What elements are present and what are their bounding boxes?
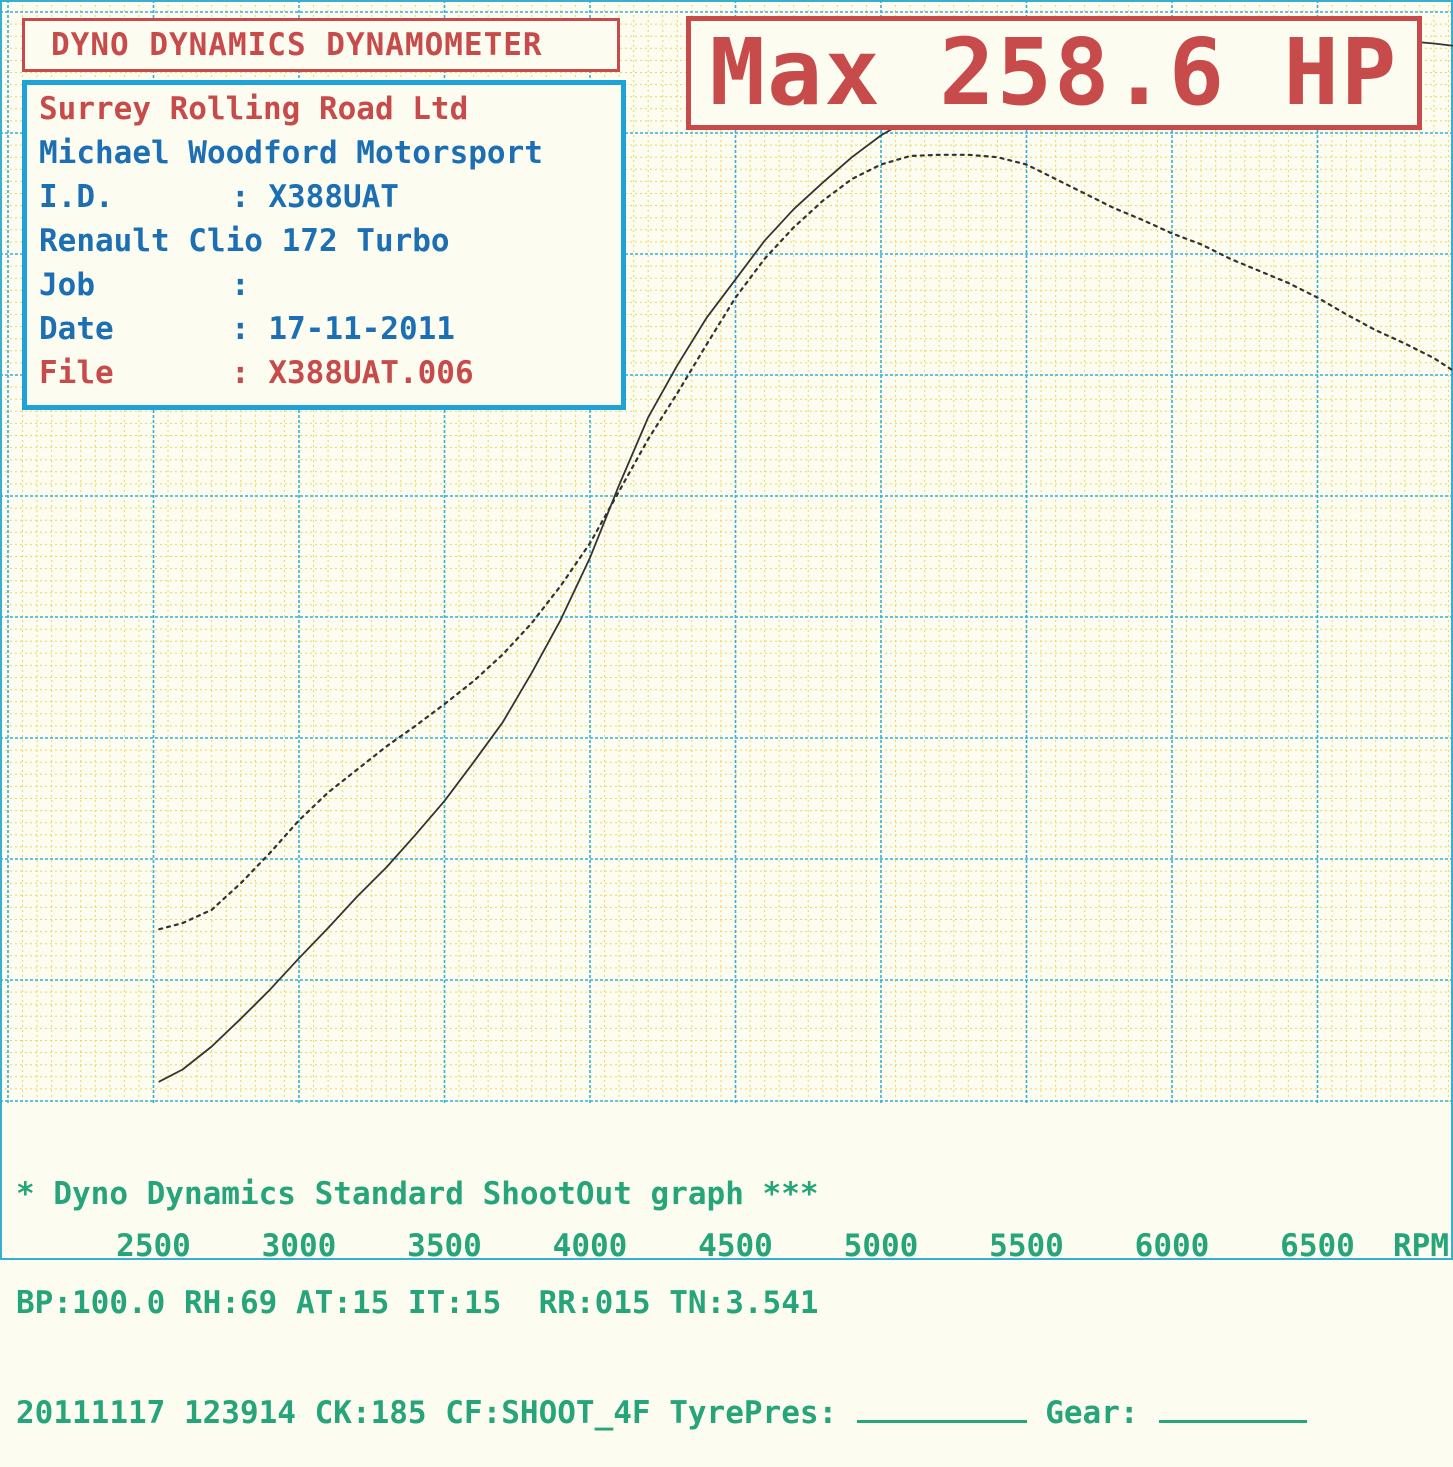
x-tick-label: 5000 — [844, 1228, 919, 1261]
id-row: I.D. : X388UAT — [39, 175, 621, 219]
job-row: Job: — [39, 263, 621, 307]
file-value: : X388UAT.006 — [231, 355, 474, 391]
date-label: Date — [39, 311, 114, 347]
job-label: Job — [39, 267, 95, 303]
x-tick-label: 2500 — [116, 1228, 191, 1261]
chart-frame — [0, 0, 1453, 1260]
company-name: Surrey Rolling Road Ltd — [39, 91, 469, 127]
minor-grid — [0, 0, 1453, 1104]
file-row: File : X388UAT.006 — [39, 351, 621, 395]
x-tick-label: 4000 — [553, 1228, 628, 1261]
gear-blank — [1158, 1394, 1307, 1423]
dyno-title: DYNO DYNAMICS DYNAMOMETER — [22, 18, 620, 72]
footer-run-text: 20111117 123914 CK:185 CF:SHOOT_4F TyreP… — [16, 1395, 838, 1431]
x-axis-ticks: 2500 3000 3500 4000 4500 5000 5500 6000 6500 RPM — [116, 1228, 1449, 1261]
date-value: : 17-11-2011 — [231, 311, 455, 347]
date-row: Date : 17-11-2011 — [39, 307, 621, 351]
x-tick-label: 3000 — [262, 1228, 337, 1261]
id-value: : X388UAT — [231, 179, 399, 215]
footer-graph-type: * Dyno Dynamics Standard ShootOut graph … — [16, 1176, 819, 1212]
id-label: I.D. — [39, 179, 114, 215]
x-tick-label: 4500 — [698, 1228, 773, 1261]
x-tick-label: 3500 — [407, 1228, 482, 1261]
dyno-chart: 2500 3000 3500 4000 4500 5000 5500 6000 6500 RPM — [0, 0, 1453, 1261]
run-parameters-footer: * Dyno Dynamics Standard ShootOut graph … — [16, 1104, 1436, 1467]
footer-conditions: BP:100.0 RH:69 AT:15 IT:15 RR:015 TN:3.5… — [16, 1285, 819, 1321]
max-hp-readout: Max 258.6 HP — [686, 16, 1422, 130]
job-value: : — [231, 267, 250, 303]
vehicle-name: Renault Clio 172 Turbo — [39, 223, 450, 259]
customer-name: Michael Woodford Motorsport — [39, 135, 543, 171]
footer-run-info: 20111117 123914 CK:185 CF:SHOOT_4F TyreP… — [16, 1394, 1436, 1431]
tyre-pressure-blank — [857, 1394, 1028, 1423]
file-label: File — [39, 355, 114, 391]
vehicle-info-panel: Surrey Rolling Road Ltd Michael Woodford… — [22, 80, 626, 410]
x-tick-label: 6500 — [1280, 1228, 1355, 1261]
torque-curve-dotted — [158, 153, 1453, 931]
x-tick-label: 5500 — [989, 1228, 1064, 1261]
x-tick-label: 6000 — [1135, 1228, 1210, 1261]
x-axis-label: RPM — [1393, 1228, 1449, 1261]
gear-label: Gear: — [1045, 1395, 1139, 1431]
